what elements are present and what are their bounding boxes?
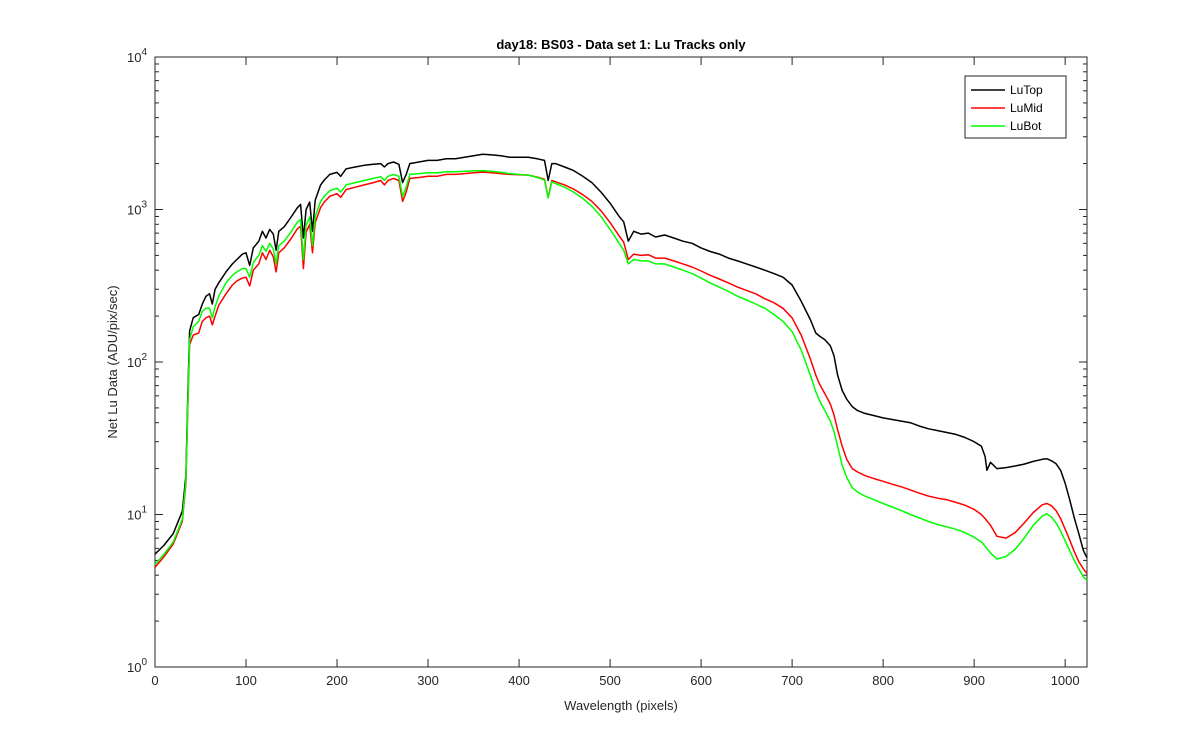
y-tick-base: 10 [127,203,141,218]
y-tick-label: 100 [127,657,147,675]
x-tick-label: 1000 [1051,673,1080,688]
x-tick-label: 900 [963,673,985,688]
y-tick-label: 102 [127,352,147,370]
y-tick-exponent: 3 [141,200,147,211]
y-axis-label: Net Lu Data (ADU/pix/sec) [105,285,120,438]
x-axis-ticks: 0 100 200 300 400 500 600 700 800 900 1000 [151,57,1080,688]
x-tick-label: 700 [781,673,803,688]
y-tick-base: 10 [127,50,141,65]
series-line-lutop [154,153,1088,559]
legend: LuTop LuMid LuBot [964,75,1067,139]
series-line-lumid [154,171,1088,575]
y-tick-label: 101 [127,505,147,523]
y-tick-base: 10 [127,355,141,370]
chart-title: day18: BS03 - Data set 1: Lu Tracks only [496,37,746,52]
x-tick-label: 800 [872,673,894,688]
y-tick-exponent: 1 [141,505,147,516]
plot-area [154,56,1088,668]
y-tick-label: 104 [127,47,147,65]
x-tick-label: 100 [235,673,257,688]
legend-label-lutop: LuTop [1010,83,1043,97]
x-tick-label: 400 [508,673,530,688]
series-lines [154,153,1088,581]
y-tick-exponent: 2 [141,352,147,363]
y-tick-exponent: 4 [141,47,147,58]
legend-box [964,75,1067,139]
legend-label-lubot: LuBot [1010,119,1042,133]
x-tick-label: 200 [326,673,348,688]
x-tick-label: 500 [599,673,621,688]
y-tick-base: 10 [127,508,141,523]
x-axis-label: Wavelength (pixels) [564,698,678,713]
x-tick-label: 600 [690,673,712,688]
y-tick-base: 10 [127,660,141,675]
y-tick-exponent: 0 [141,657,147,668]
series-line-lubot [154,169,1088,581]
legend-label-lumid: LuMid [1010,101,1043,115]
x-tick-label: 0 [151,673,158,688]
y-tick-label: 103 [127,200,147,218]
x-tick-label: 300 [417,673,439,688]
